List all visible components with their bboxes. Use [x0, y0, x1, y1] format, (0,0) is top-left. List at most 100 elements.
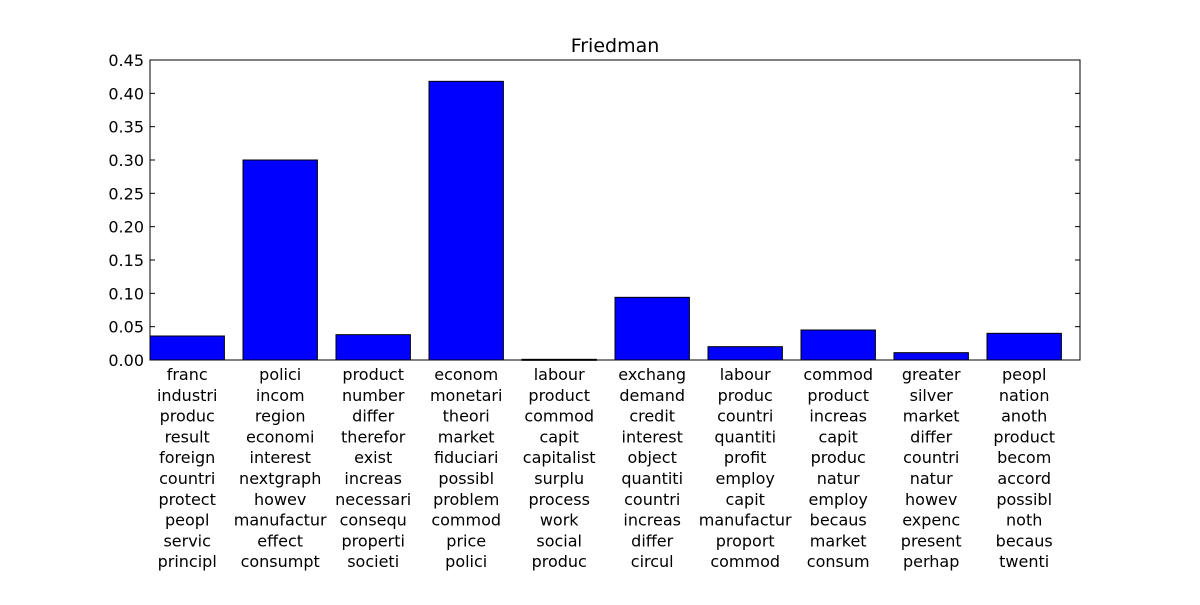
category-word: economi — [246, 427, 314, 446]
category-label: greater silver market differ countri natur how… — [901, 365, 962, 571]
category-word: commod — [431, 511, 501, 530]
bar — [707, 346, 783, 361]
category-word: exchang — [618, 365, 686, 384]
category-word: industri — [157, 386, 218, 405]
category-word: natur — [817, 469, 860, 488]
category-word: effect — [257, 531, 303, 550]
bar — [242, 159, 318, 361]
category-word: market — [438, 427, 495, 446]
category-word: becom — [997, 448, 1051, 467]
category-word: commod — [524, 407, 594, 426]
category-word: becaus — [996, 531, 1053, 550]
category-word: becaus — [810, 511, 867, 530]
category-word: therefor — [341, 427, 406, 446]
y-tick-label: 0.35 — [108, 118, 144, 137]
category-word: quantiti — [714, 427, 776, 446]
category-word: employ — [809, 490, 868, 509]
category-word: problem — [433, 490, 499, 509]
category-word: result — [165, 427, 210, 446]
category-word: region — [255, 407, 306, 426]
category-word: object — [628, 448, 677, 467]
category-word: societi — [347, 552, 399, 571]
bar — [428, 80, 504, 361]
category-word: greater — [902, 365, 961, 384]
category-word: increas — [623, 511, 681, 530]
category-word: peopl — [1002, 365, 1046, 384]
category-word: price — [446, 531, 486, 550]
category-word: principl — [158, 552, 217, 571]
category-word: capit — [725, 490, 764, 509]
category-word: differ — [631, 531, 673, 550]
category-word: demand — [619, 386, 685, 405]
y-tick-label: 0.20 — [108, 218, 144, 237]
category-word: necessari — [335, 490, 411, 509]
category-word: incom — [256, 386, 305, 405]
category-word: anoth — [1001, 407, 1047, 426]
category-labels: franc industri produc result foreign countri p… — [157, 365, 1055, 571]
category-word: countri — [624, 490, 680, 509]
category-label: econom monetari theori market fiduciari possi… — [430, 365, 502, 571]
category-word: nation — [999, 386, 1050, 405]
category-word: theori — [443, 407, 490, 426]
category-word: process — [528, 490, 589, 509]
category-word: servic — [163, 531, 210, 550]
category-word: differ — [352, 407, 394, 426]
category-word: countri — [903, 448, 959, 467]
category-word: labour — [720, 365, 771, 384]
category-word: differ — [910, 427, 952, 446]
category-word: capit — [818, 427, 857, 446]
y-tick-label: 0.00 — [108, 351, 144, 370]
category-word: peopl — [165, 511, 209, 530]
category-word: produc — [160, 407, 215, 426]
y-tick-label: 0.05 — [108, 318, 144, 337]
y-tick-label: 0.45 — [108, 51, 144, 70]
y-tick-label: 0.10 — [108, 284, 144, 303]
category-word: expenc — [902, 511, 960, 530]
category-word: produc — [532, 552, 587, 571]
category-label: polici incom region economi interest nextgrap… — [234, 365, 327, 571]
category-word: protect — [159, 490, 216, 509]
category-word: number — [342, 386, 405, 405]
category-word: commod — [803, 365, 873, 384]
category-label: labour product commod capit capitalist surplu… — [523, 365, 596, 571]
bar — [893, 352, 969, 361]
category-word: product — [993, 427, 1055, 446]
category-label: labour produc countri quantiti profit employ c… — [699, 365, 792, 571]
y-axis-ticks: 0.00 0.05 0.10 0.15 0.20 0.25 0.30 0.35 0.40 0.45 — [108, 51, 1080, 370]
category-word: increas — [809, 407, 867, 426]
category-word: fiduciari — [434, 448, 498, 467]
category-label: peopl nation anoth product becom accord possib… — [993, 365, 1055, 571]
category-word: commod — [710, 552, 780, 571]
category-word: quantiti — [621, 469, 683, 488]
category-word: howev — [905, 490, 957, 509]
category-word: market — [810, 531, 867, 550]
category-word: manufactur — [234, 511, 327, 530]
category-word: franc — [167, 365, 208, 384]
bar — [335, 334, 411, 361]
chart-title: Friedman — [571, 35, 660, 57]
category-word: social — [536, 531, 582, 550]
category-word: countri — [159, 469, 215, 488]
category-word: properti — [341, 531, 404, 550]
category-word: labour — [534, 365, 585, 384]
category-label: franc industri produc result foreign countri p… — [157, 365, 218, 571]
category-word: capitalist — [523, 448, 596, 467]
category-word: countri — [717, 407, 773, 426]
category-word: consequ — [340, 511, 407, 530]
y-tick-label: 0.15 — [108, 251, 144, 270]
y-tick-label: 0.30 — [108, 151, 144, 170]
category-word: credit — [629, 407, 675, 426]
category-word: product — [342, 365, 404, 384]
bar — [800, 329, 876, 361]
category-word: nextgraph — [239, 469, 321, 488]
bar — [149, 335, 225, 361]
category-word: perhap — [903, 552, 959, 571]
category-word: silver — [910, 386, 954, 405]
category-word: twenti — [999, 552, 1049, 571]
category-word: possibl — [438, 469, 494, 488]
category-word: market — [903, 407, 960, 426]
category-word: profit — [724, 448, 767, 467]
category-word: produc — [811, 448, 866, 467]
category-word: polici — [259, 365, 301, 384]
